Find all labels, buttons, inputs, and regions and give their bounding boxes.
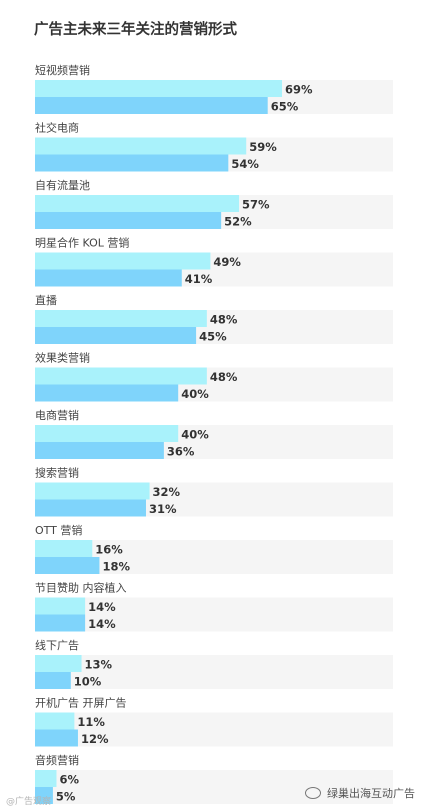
data-label: 5%: [56, 790, 76, 804]
bar-background: [35, 655, 393, 689]
bar: [35, 540, 93, 557]
data-label: 36%: [167, 445, 195, 459]
bar: [35, 614, 86, 632]
data-label: 40%: [181, 428, 209, 442]
data-label: 40%: [181, 387, 209, 401]
bar-background: [35, 597, 393, 632]
data-label: 65%: [271, 100, 299, 114]
category-label: 明星合作 KOL 营销: [35, 236, 129, 250]
bar: [35, 712, 75, 730]
data-label: 57%: [242, 198, 270, 212]
bar: [35, 557, 100, 574]
data-label: 31%: [149, 502, 177, 516]
data-label: 18%: [102, 560, 130, 574]
category-label: 电商营销: [35, 408, 79, 422]
bar: [35, 729, 78, 747]
data-label: 49%: [213, 255, 241, 269]
data-label: 45%: [199, 330, 227, 344]
data-label: 48%: [210, 313, 238, 327]
data-label: 16%: [95, 543, 123, 557]
bar: [35, 384, 179, 402]
category-label: 开机广告 开屏广告: [35, 696, 127, 710]
category-label: 节目赞助 内容植入: [35, 581, 127, 595]
data-label: 54%: [231, 157, 259, 171]
bar: [35, 672, 71, 689]
bar: [35, 80, 283, 97]
category-label: 直播: [35, 293, 57, 307]
bar: [35, 787, 53, 804]
data-label: 6%: [59, 773, 79, 787]
category-label: 社交电商: [35, 121, 79, 135]
bar: [35, 770, 57, 787]
bar: [35, 499, 146, 517]
bar: [35, 327, 197, 344]
data-label: 13%: [85, 658, 113, 672]
data-label: 32%: [153, 485, 181, 499]
category-label: 线下广告: [35, 638, 79, 652]
data-label: 10%: [74, 675, 102, 689]
watermark-right: 绿巢出海互动广告: [305, 785, 415, 801]
bar: [35, 442, 164, 459]
data-label: 59%: [249, 140, 277, 154]
data-label: 52%: [224, 215, 252, 229]
bar: [35, 154, 229, 172]
bar: [35, 367, 207, 385]
data-label: 14%: [88, 600, 116, 614]
bar: [35, 482, 150, 500]
bar: [35, 252, 211, 270]
watermark-left: @广告观察: [6, 797, 52, 807]
category-label: 短视频营销: [35, 63, 90, 77]
bar: [35, 597, 86, 615]
chart-title: 广告主未来三年关注的营销形式: [34, 22, 237, 38]
category-label: 自有流量池: [35, 178, 90, 192]
bar: [35, 212, 222, 229]
bar: [35, 655, 82, 672]
data-label: 48%: [210, 370, 238, 384]
bar: [35, 269, 182, 287]
data-label: 12%: [81, 732, 109, 746]
bar-background: [35, 712, 393, 747]
category-label: OTT 营销: [35, 523, 82, 537]
category-label: 搜索营销: [35, 466, 79, 480]
data-label: 41%: [185, 272, 213, 286]
data-label: 14%: [88, 617, 116, 631]
category-label: 效果类营销: [35, 351, 90, 365]
bar: [35, 195, 240, 212]
category-label: 音频营销: [35, 753, 79, 767]
wechat-logo-icon: [305, 787, 321, 799]
bar: [35, 310, 207, 327]
bar: [35, 137, 247, 155]
data-label: 69%: [285, 83, 313, 97]
bar: [35, 97, 268, 114]
data-label: 11%: [77, 715, 105, 729]
bar: [35, 425, 179, 442]
watermark-right-text: 绿巢出海互动广告: [327, 787, 415, 800]
bar-background: [35, 770, 393, 804]
